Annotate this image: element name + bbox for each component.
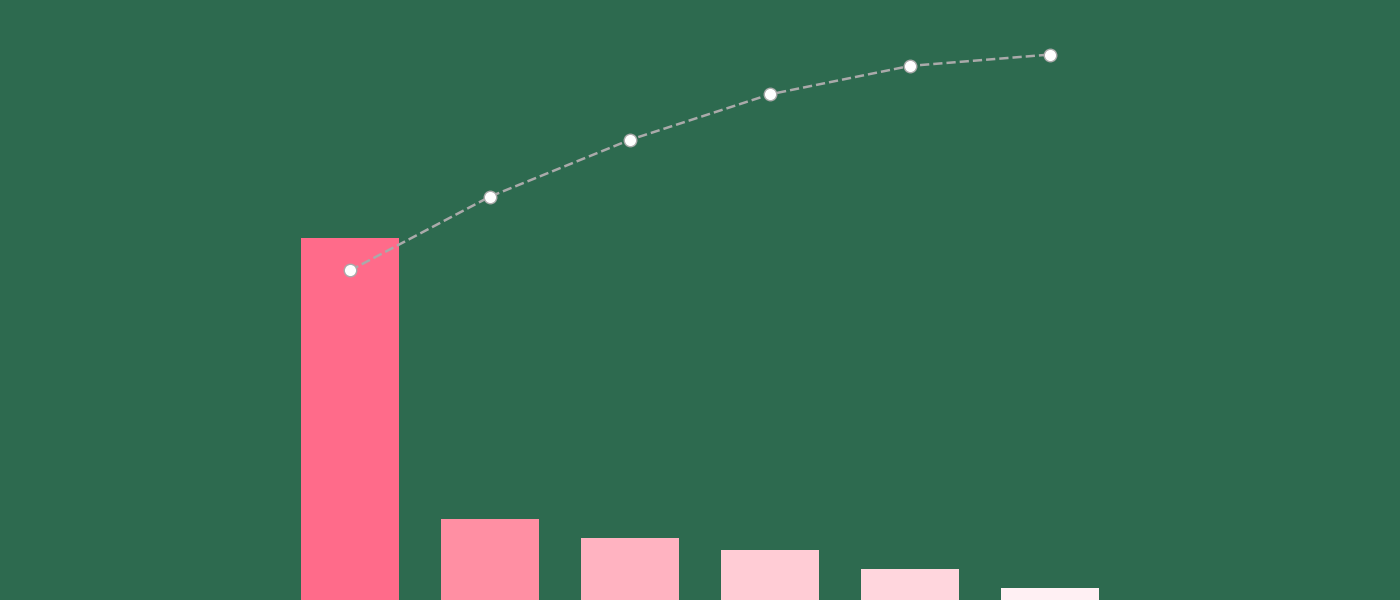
Bar — [861, 569, 959, 600]
Bar — [301, 238, 399, 600]
Bar — [1001, 587, 1099, 600]
Bar — [441, 519, 539, 600]
Bar — [581, 538, 679, 600]
Bar — [721, 550, 819, 600]
